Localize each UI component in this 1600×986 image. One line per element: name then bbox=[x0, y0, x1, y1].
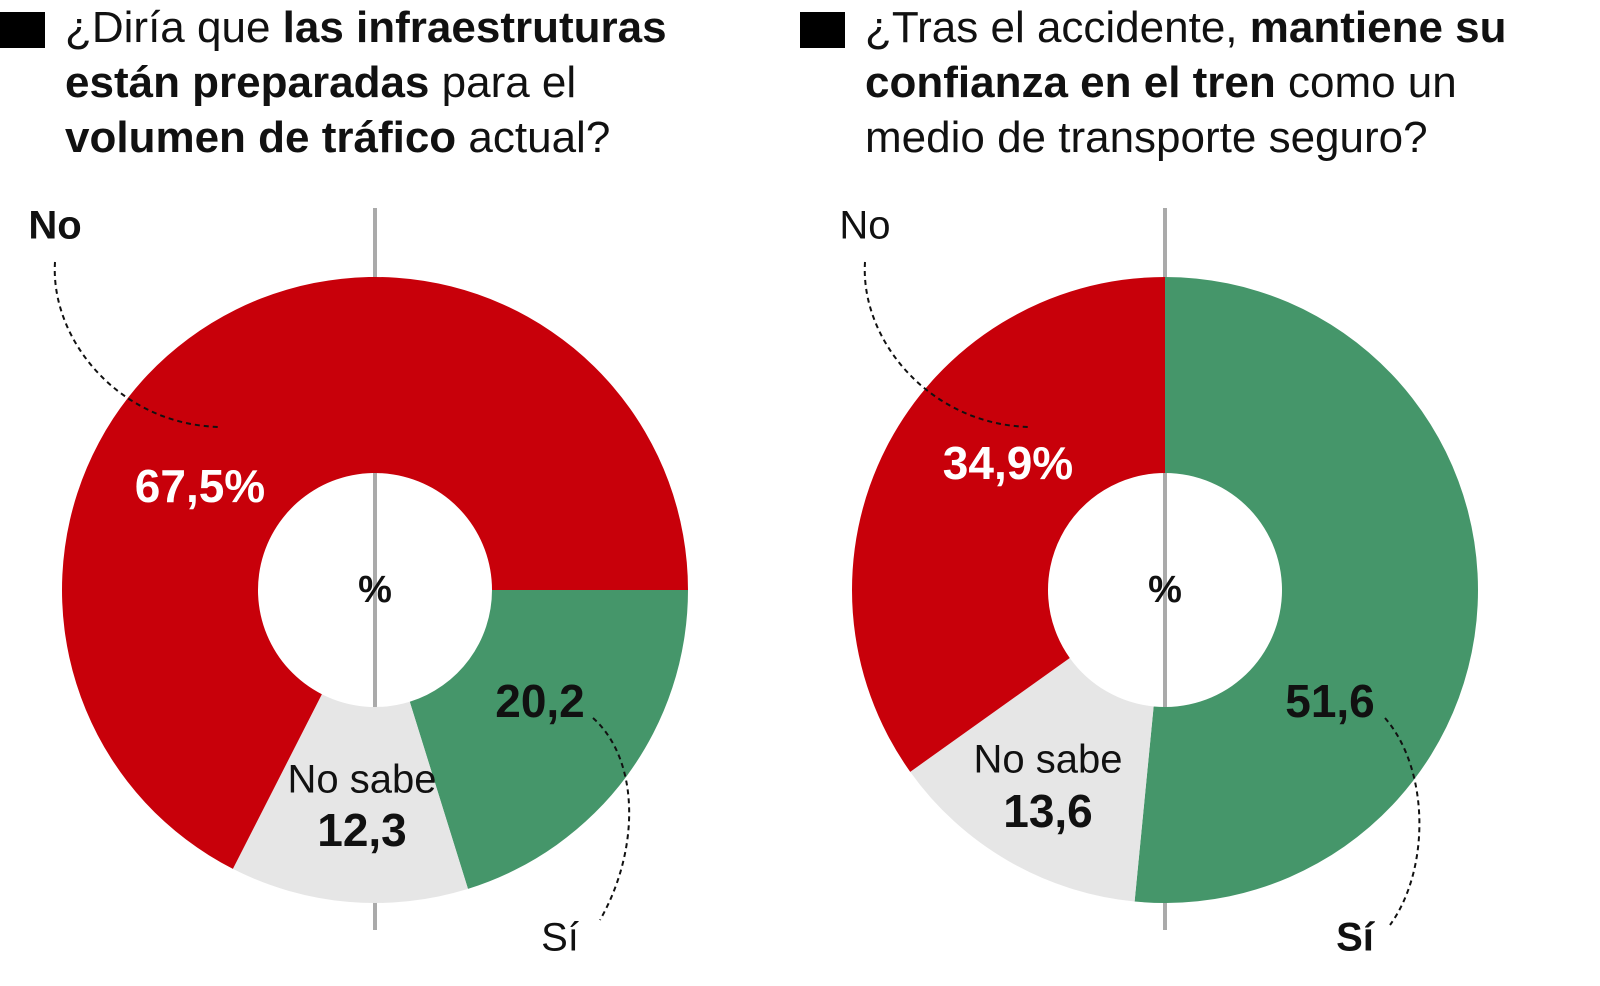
chart-title: volumen de tráfico actual? bbox=[65, 113, 610, 162]
category-label: No sabe bbox=[974, 738, 1123, 782]
title-segment: confianza en el tren bbox=[865, 58, 1276, 107]
donut-slice bbox=[910, 657, 1154, 902]
title-segment: están preparadas bbox=[65, 58, 429, 107]
value-label: 34,9% bbox=[943, 437, 1073, 489]
value-label: 67,5% bbox=[135, 460, 265, 512]
title-segment: como un bbox=[1276, 58, 1457, 107]
value-label: 51,6 bbox=[1285, 675, 1375, 727]
title-segment: volumen de tráfico bbox=[65, 113, 456, 162]
title-segment: actual? bbox=[456, 113, 610, 162]
donut-slice bbox=[61, 277, 688, 869]
category-label: No sabe bbox=[288, 758, 437, 802]
title-segment: las infraestruturas bbox=[283, 3, 667, 52]
category-label: No bbox=[28, 204, 81, 248]
leader-line bbox=[592, 717, 631, 921]
chart-title: medio de transporte seguro? bbox=[865, 113, 1428, 162]
donut-slice bbox=[852, 277, 1165, 772]
title-segment: medio de transporte seguro? bbox=[865, 113, 1428, 162]
center-label: % bbox=[358, 569, 392, 611]
value-label: 13,6 bbox=[1003, 785, 1093, 837]
donut-slice bbox=[232, 694, 468, 903]
category-label: Sí bbox=[541, 916, 579, 960]
leader-line bbox=[863, 261, 1031, 428]
donut-slice bbox=[1134, 276, 1479, 903]
title-segment: ¿Tras el accidente, bbox=[865, 3, 1250, 52]
title-marker bbox=[0, 12, 45, 48]
center-label: % bbox=[1148, 569, 1182, 611]
title-marker bbox=[800, 12, 845, 48]
title-segment: mantiene su bbox=[1250, 3, 1507, 52]
chart-title: ¿Diría que las infraestruturas bbox=[65, 3, 667, 52]
chart-title: ¿Tras el accidente, mantiene su bbox=[865, 3, 1507, 52]
chart-title: están preparadas para el bbox=[65, 58, 576, 107]
leader-line bbox=[53, 261, 221, 428]
leader-line bbox=[1384, 717, 1421, 926]
category-label: Sí bbox=[1336, 916, 1376, 960]
category-label: No bbox=[839, 204, 890, 248]
donut-slice bbox=[409, 590, 688, 889]
value-label: 12,3 bbox=[317, 804, 407, 856]
value-label: 20,2 bbox=[495, 675, 585, 727]
title-segment: para el bbox=[429, 58, 576, 107]
title-segment: ¿Diría que bbox=[65, 3, 283, 52]
chart-title: confianza en el tren como un bbox=[865, 58, 1457, 107]
